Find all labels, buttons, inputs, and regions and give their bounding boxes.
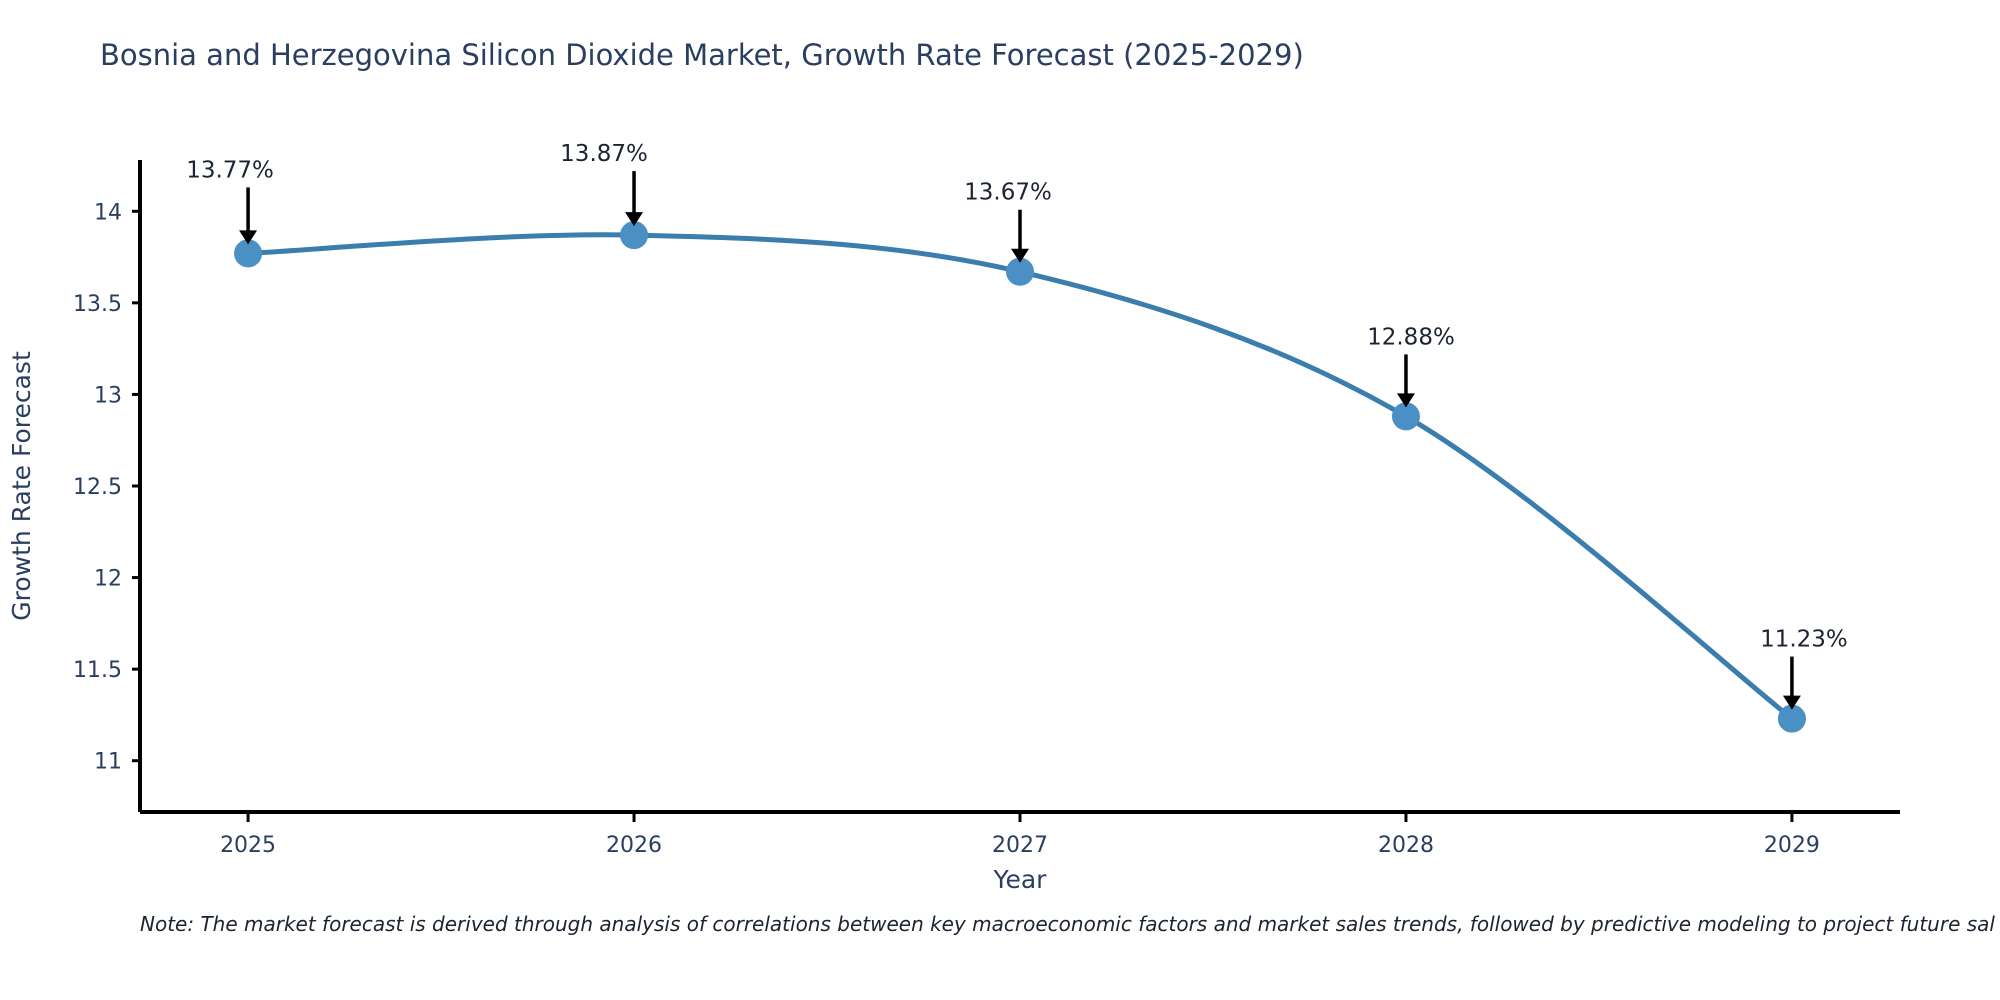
x-axis-title: Year (993, 865, 1048, 894)
x-tick-label: 2025 (220, 833, 276, 858)
x-tick-label: 2029 (1764, 833, 1820, 858)
data-point-markers[interactable] (234, 221, 1806, 733)
annotation-arrow-head (239, 230, 258, 245)
data-point-label: 12.88% (1367, 324, 1455, 350)
data-point-label: 13.67% (964, 180, 1052, 206)
y-tick-label: 12.5 (73, 475, 122, 500)
x-axis-ticks: 2025 2026 2027 2028 2029 (220, 812, 1820, 858)
y-tick-label: 12 (94, 567, 122, 592)
page-title: Bosnia and Herzegovina Silicon Dioxide M… (100, 38, 1304, 72)
data-point-label: 13.77% (186, 157, 274, 183)
y-tick-label: 11.5 (73, 658, 122, 683)
annotation-arrow-head (1396, 393, 1415, 408)
y-tick-label: 13 (94, 383, 122, 408)
data-series-line (245, 232, 1795, 722)
x-tick-label: 2028 (1378, 833, 1434, 858)
y-tick-label: 14 (94, 200, 122, 225)
x-tick-label: 2027 (992, 833, 1048, 858)
annotation-arrow-head (1782, 695, 1801, 710)
x-tick-label: 2026 (606, 833, 662, 858)
y-axis-ticks: 11 11.5 12 12.5 13 13.5 14 (73, 200, 140, 775)
annotation-arrow-head (1011, 248, 1029, 263)
data-point-label: 13.87% (560, 141, 648, 167)
y-tick-label: 13.5 (73, 292, 122, 317)
y-tick-label: 11 (94, 750, 122, 775)
y-axis-title: Growth Rate Forecast (7, 351, 36, 621)
annotation-arrow-head (625, 212, 644, 227)
chart-footnote: Note: The market forecast is derived thr… (140, 912, 1995, 936)
data-point-label: 11.23% (1760, 627, 1848, 653)
data-label-annotations: 13.77% 13.87% 13.67% 12.88% 11.23% (186, 141, 1848, 710)
